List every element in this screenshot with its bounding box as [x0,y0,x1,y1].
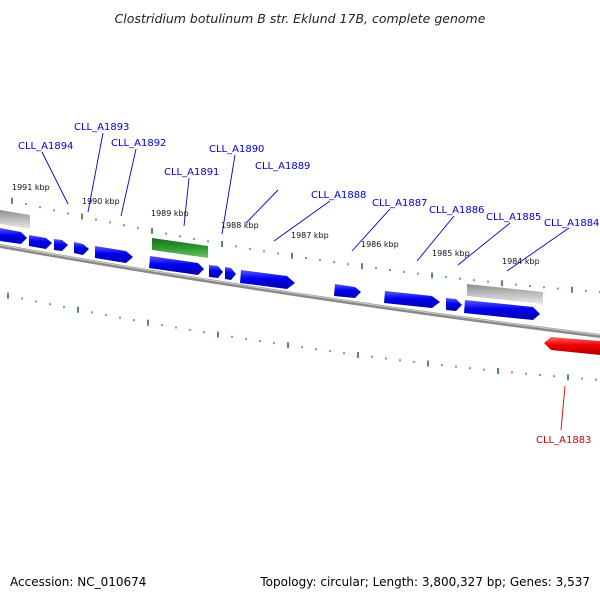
genome-backbone [0,244,600,338]
kbp-label-1989: 1989 kbp [151,209,189,218]
kbp-label-1991: 1991 kbp [12,183,50,192]
gene-forward-arrow[interactable] [29,235,52,249]
gene-label-cll-a1883[interactable]: CLL_A1883 [536,435,591,446]
gene-label-cll-a1894[interactable]: CLL_A1894 [18,141,73,152]
leader-line [457,222,511,266]
gene-forward-arrow[interactable] [0,228,27,244]
kbp-label-1985: 1985 kbp [432,249,470,258]
gene-forward-arrow[interactable] [384,291,440,308]
leader-line [41,151,69,205]
gene-reverse-arrow[interactable] [544,337,600,355]
gene-label-cll-a1891[interactable]: CLL_A1891 [164,167,219,178]
leader-line [416,215,455,262]
gene-label-cll-a1890[interactable]: CLL_A1890 [209,144,264,155]
gene-label-cll-a1886[interactable]: CLL_A1886 [429,205,484,216]
leader-line [120,148,137,217]
leader-line [560,385,566,431]
leader-line [273,200,331,242]
leader-line [87,132,104,213]
gene-forward-arrow[interactable] [149,256,204,275]
gene-forward-arrow[interactable] [240,270,295,289]
leader-line [183,177,190,227]
gene-label-cll-a1888[interactable]: CLL_A1888 [311,190,366,201]
leader-line [221,154,236,235]
gene-label-cll-a1892[interactable]: CLL_A1892 [111,138,166,149]
kbp-label-1990: 1990 kbp [82,197,120,206]
leader-line [506,227,570,272]
leader-line [245,189,279,224]
gene-label-cll-a1885[interactable]: CLL_A1885 [486,212,541,223]
gene-forward-arrow[interactable] [95,246,133,263]
genome-info-text: Topology: circular; Length: 3,800,327 bp… [259,575,590,589]
leader-line [278,172,280,190]
gene-label-cll-a1889[interactable]: CLL_A1889 [255,161,310,172]
gene-forward-arrow[interactable] [74,242,89,255]
leader-line [351,208,391,252]
kbp-label-1986: 1986 kbp [361,240,399,249]
gene-forward-arrow[interactable] [209,265,223,278]
gene-forward-arrow[interactable] [464,300,540,320]
gene-pseudo-right[interactable] [467,284,543,304]
gene-label-cll-a1887[interactable]: CLL_A1887 [372,198,427,209]
genome-backbone-highlight [0,244,600,336]
gene-pseudo-left[interactable] [0,210,30,229]
map-title: Clostridium botulinum B str. Eklund 17B,… [115,11,486,26]
tick-track-upper [11,197,600,293]
gene-forward-arrow[interactable] [54,239,68,251]
gene-forward-arrow[interactable] [334,284,361,298]
gene-forward-arrow[interactable] [446,298,462,311]
kbp-label-1988: 1988 kbp [221,221,259,230]
gene-forward-arrow[interactable] [225,267,236,280]
gene-label-cll-a1884[interactable]: CLL_A1884 [544,218,599,229]
gene-rna[interactable] [152,238,208,258]
tick-track-lower [7,292,597,381]
gene-label-cll-a1893[interactable]: CLL_A1893 [74,122,129,133]
accession-text: Accession: NC_010674 [10,575,146,589]
kbp-label-1987: 1987 kbp [291,231,329,240]
